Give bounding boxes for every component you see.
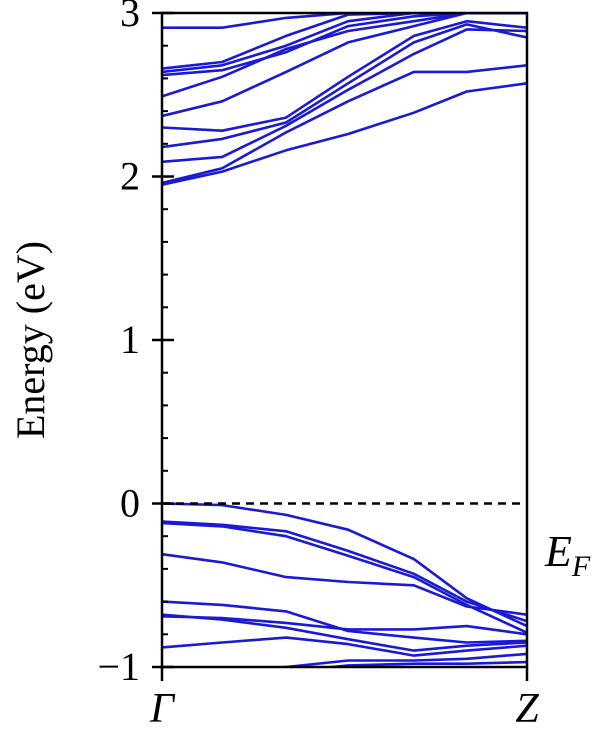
x-tick-label: Z xyxy=(515,686,539,732)
band-line-15 xyxy=(162,552,527,616)
band-line-7 xyxy=(162,13,527,98)
band-line-16 xyxy=(162,600,527,644)
band-line-14 xyxy=(162,521,527,634)
band-line-4 xyxy=(162,23,527,149)
plot-frame xyxy=(160,11,529,669)
fermi-level-label: EF xyxy=(544,527,591,583)
y-tick-label: 1 xyxy=(120,317,140,362)
y-tick-label: 0 xyxy=(120,481,140,526)
band-line-12 xyxy=(162,502,527,628)
y-major-ticks xyxy=(152,11,529,681)
band-line-1 xyxy=(162,82,527,186)
x-tick-label: Γ xyxy=(149,686,176,732)
y-axis-label: Energy (eV) xyxy=(8,241,53,439)
y-tick-label: 3 xyxy=(120,0,140,35)
band-line-5 xyxy=(162,19,527,132)
band-line-17 xyxy=(162,615,527,636)
band-line-21 xyxy=(320,660,527,667)
band-line-2 xyxy=(162,64,527,185)
band-line-3 xyxy=(162,28,527,164)
y-tick-label: −1 xyxy=(97,644,140,689)
band-line-6 xyxy=(162,13,527,118)
band-line-11 xyxy=(162,13,527,30)
band-line-10 xyxy=(162,13,527,70)
band-lines xyxy=(162,13,527,667)
y-tick-labels: 3 2 1 0 −1 xyxy=(97,0,140,689)
band-line-19 xyxy=(162,636,527,657)
band-line-13 xyxy=(162,520,527,623)
band-line-8 xyxy=(162,13,527,77)
band-line-18 xyxy=(162,613,527,652)
y-tick-label: 2 xyxy=(120,154,140,199)
band-line-20 xyxy=(269,652,527,667)
band-line-9 xyxy=(162,13,527,74)
